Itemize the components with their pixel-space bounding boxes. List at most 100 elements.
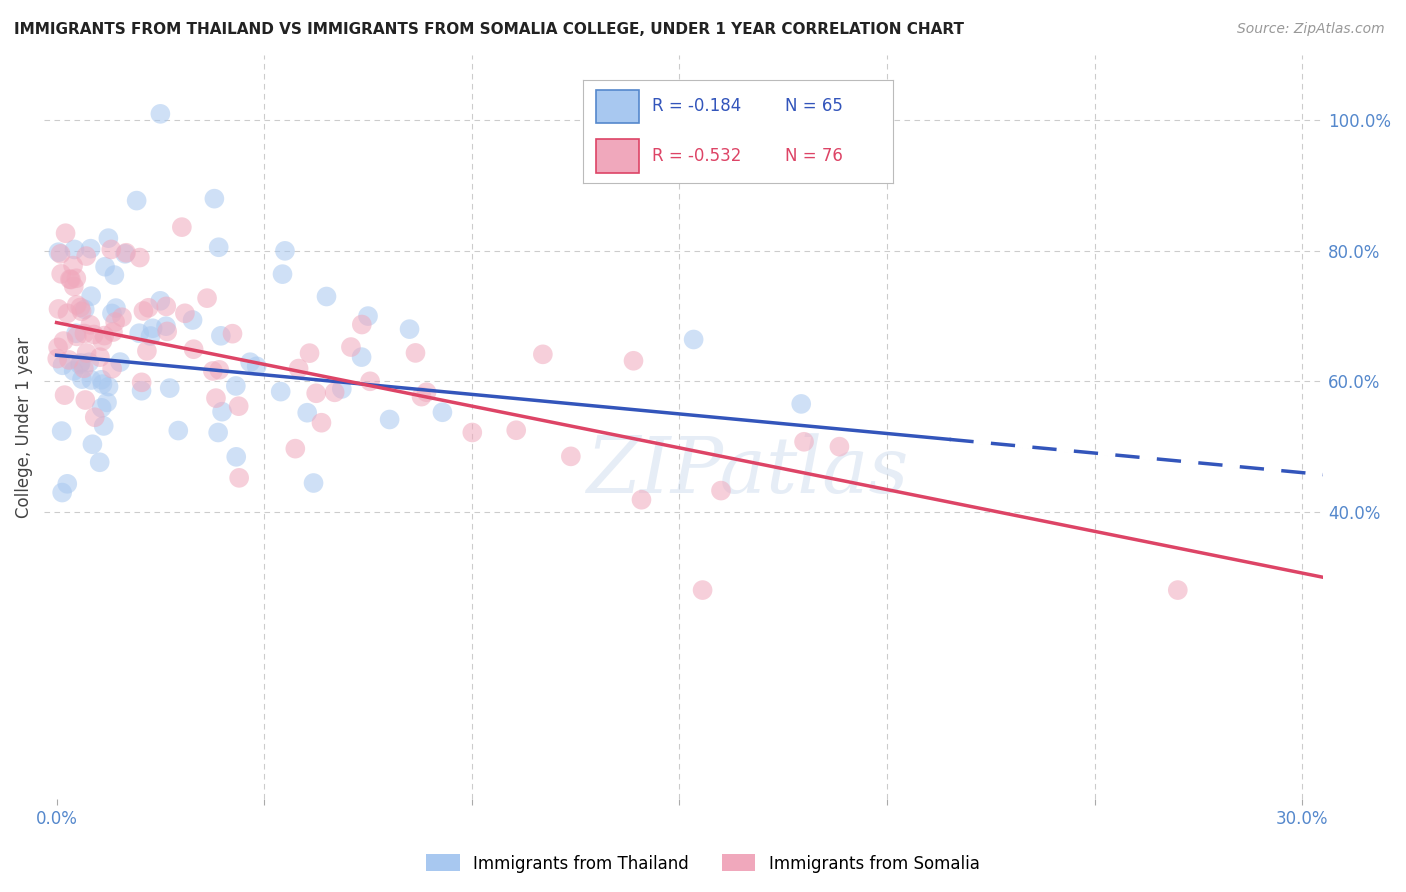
Point (97, 379, 120, 393)
Point (221, 326, 243, 341)
Point (101, 361, 124, 376)
Text: N = 65: N = 65 (785, 97, 842, 115)
Point (359, 374, 381, 388)
Point (174, 306, 197, 320)
Point (142, 321, 165, 335)
Point (311, 416, 333, 430)
Point (205, 391, 228, 405)
Point (114, 247, 136, 261)
Point (228, 399, 250, 413)
Point (96, 395, 118, 409)
Point (350, 318, 373, 332)
Legend: Immigrants from Thailand, Immigrants from Somalia: Immigrants from Thailand, Immigrants fro… (419, 847, 987, 880)
Point (104, 315, 127, 329)
Point (101, 306, 124, 320)
Point (682, 333, 704, 347)
Point (101, 325, 124, 339)
Text: ZIPatlas: ZIPatlas (586, 434, 908, 509)
Point (298, 346, 321, 360)
Point (125, 194, 148, 208)
Point (91, 334, 114, 348)
Point (828, 440, 851, 454)
Point (208, 240, 231, 254)
Point (51, 267, 73, 281)
Point (75, 392, 97, 407)
Point (271, 267, 294, 281)
Point (62, 364, 84, 378)
Point (51, 359, 73, 373)
Point (305, 386, 328, 401)
Point (170, 220, 193, 235)
Point (340, 340, 363, 354)
Point (183, 342, 205, 356)
Point (79, 318, 101, 332)
Point (149, 107, 172, 121)
Point (51, 485, 73, 500)
Point (51, 424, 73, 438)
Point (46, 351, 69, 366)
Point (274, 244, 297, 258)
Point (48, 301, 70, 316)
Point (710, 483, 733, 498)
Point (58, 353, 80, 368)
Point (790, 397, 813, 411)
Point (228, 471, 250, 485)
Bar (596, 139, 640, 173)
Point (623, 353, 645, 368)
Point (105, 301, 128, 315)
Point (350, 350, 373, 364)
Point (77, 355, 100, 369)
Point (69, 356, 91, 370)
Point (155, 319, 177, 334)
Point (295, 406, 318, 420)
Text: Source: ZipAtlas.com: Source: ZipAtlas.com (1237, 22, 1385, 37)
Point (405, 346, 427, 360)
Point (131, 384, 153, 398)
Point (75, 249, 97, 263)
Point (93, 419, 115, 434)
Text: R = -0.184: R = -0.184 (651, 97, 741, 115)
Point (284, 442, 307, 456)
Point (62, 259, 84, 273)
Point (560, 450, 582, 464)
Point (63, 243, 86, 257)
Point (89, 455, 111, 469)
Point (53, 388, 76, 402)
Point (46, 340, 69, 354)
Point (167, 424, 190, 438)
Point (159, 381, 181, 395)
Point (246, 359, 269, 374)
Point (52, 334, 75, 348)
Point (65, 271, 87, 285)
Text: IMMIGRANTS FROM THAILAND VS IMMIGRANTS FROM SOMALIA COLLEGE, UNDER 1 YEAR CORREL: IMMIGRANTS FROM THAILAND VS IMMIGRANTS F… (14, 22, 965, 37)
Point (630, 492, 652, 507)
Point (59, 272, 82, 286)
Point (225, 450, 247, 464)
Point (202, 192, 225, 206)
Point (94, 260, 117, 274)
Point (103, 268, 125, 282)
Point (65, 326, 87, 341)
Point (73, 361, 96, 376)
Point (181, 313, 204, 327)
Text: N = 76: N = 76 (785, 146, 842, 165)
Point (66, 298, 89, 312)
Point (132, 304, 155, 318)
Point (115, 245, 138, 260)
Point (91, 377, 114, 392)
Point (156, 325, 179, 339)
Point (93, 328, 115, 343)
Point (70, 372, 93, 386)
Point (357, 309, 380, 323)
Point (69, 358, 91, 372)
Point (83, 410, 105, 425)
Point (302, 475, 325, 490)
Point (66, 329, 89, 343)
Point (505, 423, 527, 437)
Point (128, 251, 150, 265)
Point (378, 412, 401, 426)
Point (287, 361, 309, 376)
Point (135, 343, 157, 358)
Point (225, 379, 247, 393)
Point (209, 328, 232, 343)
